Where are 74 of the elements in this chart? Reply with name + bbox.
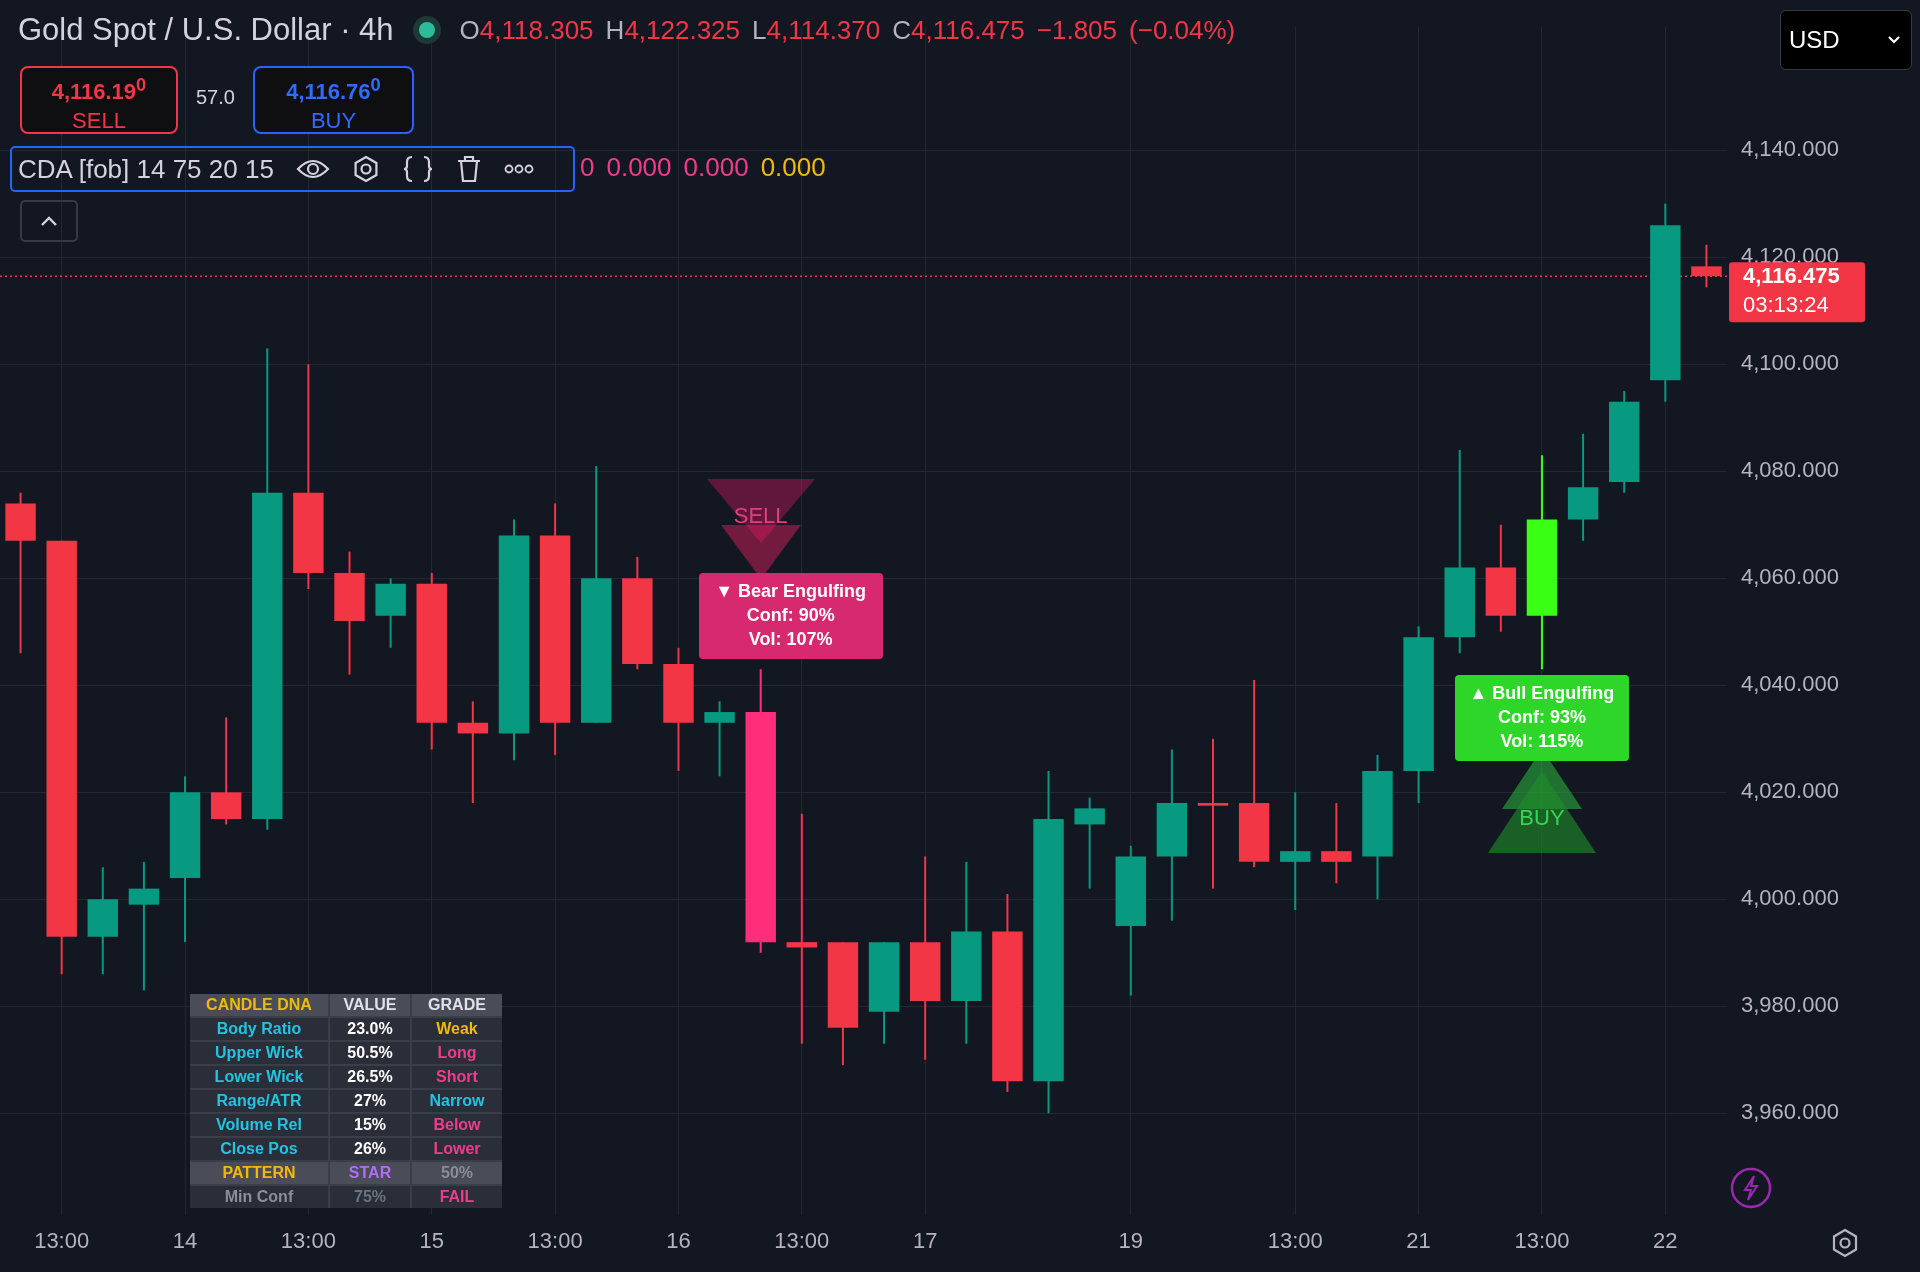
x-tick-label: 13:00 [280,1228,336,1254]
y-tick-label: 4,100.000 [1741,350,1839,376]
chart-title: Gold Spot / U.S. Dollar · 4h [18,12,394,48]
x-tick-label: 14 [172,1228,198,1254]
x-tick-label: 13:00 [1514,1228,1570,1254]
annotation: Range/ATR [190,1090,328,1112]
x-tick-label: 15 [419,1228,444,1254]
annotation: GRADE [412,994,502,1016]
annotation: 26.5% [330,1066,410,1088]
text: 03:13:24 [1743,292,1829,318]
annotation: Lower [412,1138,502,1160]
annotation: Volume Rel [190,1114,328,1136]
text: O4,118.305 H4,122.325 L4,114.370 C4,116.475 −1.805 (−0.04%) [459,14,1236,45]
annotation: SELL [71,107,127,136]
annotation: 4,116.76$^{0}$ [285,73,382,107]
annotation: 50% [412,1162,502,1184]
y-tick-label: 3,960.000 [1741,1099,1839,1125]
buy-button: 4,116.76$^{0}$ BUY [253,66,414,134]
candlestick [128,860,160,992]
candlestick [704,700,735,778]
annotation: 75% [330,1186,410,1208]
x-tick-label: 13:00 [34,1228,90,1254]
annotation: Below [412,1114,502,1136]
candlestick [1074,796,1105,890]
x-tick-label: 16 [666,1228,691,1254]
y-tick-label: 4,060.000 [1741,564,1839,590]
annotation: Weak [412,1018,502,1040]
x-tick-label: 19 [1118,1228,1144,1254]
x-tick-label: 21 [1406,1228,1431,1254]
annotation: Close Pos [190,1138,328,1160]
annotation: 0 0.000 0.000 0.000 [580,152,826,183]
sell-button: 4,116.19$^{0}$ SELL [20,66,178,134]
x-tick-label: 13:00 [1267,1228,1323,1254]
annotation: 27% [330,1090,410,1112]
candlestick [786,812,818,1045]
annotation: 26% [330,1138,410,1160]
x-tick-label: 13:00 [527,1228,583,1254]
candlestick [1321,802,1352,885]
annotation: 23.0% [330,1018,410,1040]
candlestick [1280,791,1311,912]
y-tick-label: 4,140.000 [1741,136,1839,162]
y-tick-label: 3,980.000 [1741,992,1839,1018]
candlestick [1197,737,1229,890]
pattern-label: ▲ Bull Engulfing Conf: 93% Vol: 115% [1454,675,1629,762]
x-tick-label: 22 [1653,1228,1678,1254]
annotation: Lower Wick [190,1066,328,1088]
y-tick-label: 4,000.000 [1741,885,1839,911]
annotation: Upper Wick [190,1042,328,1064]
annotation: Min Conf [190,1186,328,1208]
annotation: BUY [1518,805,1566,832]
y-tick-label: 4,040.000 [1741,671,1839,697]
annotation: Body Ratio [190,1018,328,1040]
x-tick-label: 13:00 [774,1228,830,1254]
pattern-label: ▼ Bear Engulfing Conf: 90% Vol: 107% [698,573,883,660]
annotation: Short [412,1066,502,1088]
annotation: CDA [fob] 14 75 20 15 [18,153,274,185]
annotation: 15% [330,1114,410,1136]
annotation: Narrow [412,1090,502,1112]
annotation: SELL [732,503,789,530]
annotation: PATTERN [190,1162,328,1184]
annotation: CANDLE DNA [190,994,328,1016]
annotation: STAR [330,1162,410,1184]
candlestick [457,700,489,805]
annotation: FAIL [412,1186,502,1208]
y-tick-label: 4,020.000 [1741,778,1839,804]
annotation: VALUE [330,994,410,1016]
x-tick-label: 17 [912,1228,938,1254]
y-tick-label: 4,080.000 [1741,457,1839,483]
annotation: 50.5% [330,1042,410,1064]
annotation: 57.0 [196,86,235,109]
text: USD [1789,26,1840,54]
annotation: 4,116.19$^{0}$ [50,73,148,107]
annotation: Long [412,1042,502,1064]
annotation: BUY [309,107,358,136]
